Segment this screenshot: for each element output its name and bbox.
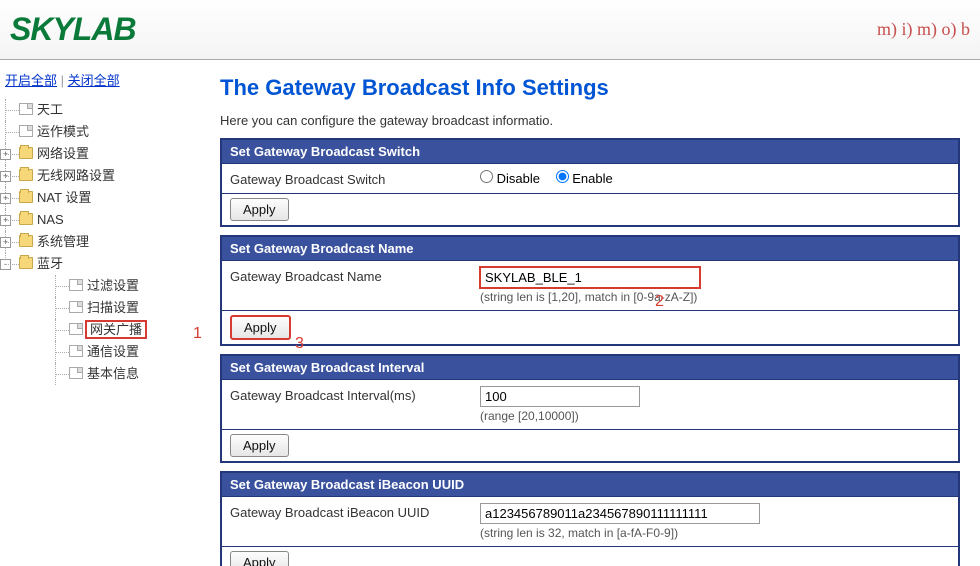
expand-icon[interactable]: + — [0, 237, 11, 248]
page-description: Here you can configure the gateway broad… — [220, 113, 960, 128]
tree-toggle-links: 开启全部 | 关闭全部 — [5, 70, 195, 89]
tree-item-label: 系统管理 — [37, 234, 89, 249]
input-broadcast-name[interactable] — [480, 267, 700, 288]
apply-name-button[interactable]: Apply — [230, 315, 291, 340]
label-broadcast-uuid: Gateway Broadcast iBeacon UUID — [230, 503, 480, 520]
section-broadcast-switch: Set Gateway Broadcast Switch Gateway Bro… — [220, 138, 960, 227]
label-broadcast-switch: Gateway Broadcast Switch — [230, 170, 480, 187]
page-icon — [69, 323, 83, 335]
section-header-interval: Set Gateway Broadcast Interval — [222, 356, 958, 379]
hint-broadcast-uuid: (string len is 32, match in [a-fA-F0-9]) — [480, 526, 950, 540]
folder-icon — [19, 235, 33, 247]
expand-icon[interactable]: + — [0, 215, 11, 226]
page-icon — [19, 103, 33, 115]
apply-switch-button[interactable]: Apply — [230, 198, 289, 221]
collapse-icon[interactable]: - — [0, 259, 11, 270]
expand-icon[interactable]: + — [0, 171, 11, 182]
expand-icon[interactable]: + — [0, 149, 11, 160]
tree-item[interactable]: +网络设置 — [5, 143, 195, 165]
main-content: The Gateway Broadcast Info Settings Here… — [200, 60, 980, 566]
section-broadcast-uuid: Set Gateway Broadcast iBeacon UUID Gatew… — [220, 471, 960, 566]
tree-item[interactable]: 运作模式 — [5, 121, 195, 143]
page-icon — [69, 279, 83, 291]
tree-item-label: 网络设置 — [37, 146, 89, 161]
tree-item-label: 通信设置 — [87, 344, 139, 359]
radio-enable-text: Enable — [572, 171, 612, 186]
section-broadcast-interval: Set Gateway Broadcast Interval Gateway B… — [220, 354, 960, 463]
tree-item[interactable]: 通信设置 — [55, 341, 195, 363]
tree-item-label: 网关广播 — [87, 322, 145, 337]
page-icon — [69, 301, 83, 313]
page-title: The Gateway Broadcast Info Settings — [220, 75, 960, 101]
tree-item[interactable]: 基本信息 — [55, 363, 195, 385]
tree-item-label: 蓝牙 — [37, 256, 63, 271]
mimo-logo: m) i) m) o) b — [877, 19, 970, 40]
tree-item[interactable]: 天工 — [5, 99, 195, 121]
tree-item-label: 无线网路设置 — [37, 168, 115, 183]
tree-item[interactable]: -蓝牙过滤设置扫描设置网关广播通信设置基本信息 — [5, 253, 195, 385]
folder-icon — [19, 257, 33, 269]
input-broadcast-interval[interactable] — [480, 386, 640, 407]
tree-item-label: 基本信息 — [87, 366, 139, 381]
tree-item-label: 扫描设置 — [87, 300, 139, 315]
tree-item-label: NAT 设置 — [37, 190, 91, 205]
radio-enable-label[interactable]: Enable — [556, 171, 613, 186]
tree-item[interactable]: 网关广播 — [55, 319, 195, 341]
section-broadcast-name: Set Gateway Broadcast Name Gateway Broad… — [220, 235, 960, 346]
page-icon — [19, 125, 33, 137]
tree-item[interactable]: +NAS — [5, 209, 195, 231]
apply-uuid-button[interactable]: Apply — [230, 551, 289, 566]
radio-disable-label[interactable]: Disable — [480, 171, 544, 186]
hint-broadcast-interval: (range [20,10000]) — [480, 409, 950, 423]
annotation-3: 3 — [295, 335, 304, 353]
folder-icon — [19, 191, 33, 203]
tree-item-label: 过滤设置 — [87, 278, 139, 293]
page-icon — [69, 367, 83, 379]
tree-item[interactable]: +NAT 设置 — [5, 187, 195, 209]
folder-icon — [19, 169, 33, 181]
link-separator: | — [61, 73, 68, 88]
page-icon — [69, 345, 83, 357]
section-header-switch: Set Gateway Broadcast Switch — [222, 140, 958, 163]
tree-item[interactable]: 过滤设置 — [55, 275, 195, 297]
annotation-2: 2 — [655, 293, 664, 311]
tree-item[interactable]: 扫描设置 — [55, 297, 195, 319]
section-header-name: Set Gateway Broadcast Name — [222, 237, 958, 260]
label-broadcast-interval: Gateway Broadcast Interval(ms) — [230, 386, 480, 403]
hint-broadcast-name: (string len is [1,20], match in [0-9a-zA… — [480, 290, 950, 304]
tree-item-label: 天工 — [37, 102, 63, 117]
folder-icon — [19, 147, 33, 159]
expand-icon[interactable]: + — [0, 193, 11, 204]
nav-tree: 天工运作模式+网络设置+无线网路设置+NAT 设置+NAS+系统管理-蓝牙过滤设… — [5, 99, 195, 385]
tree-item[interactable]: +无线网路设置 — [5, 165, 195, 187]
radio-enable[interactable] — [556, 170, 569, 183]
tree-item-label: 运作模式 — [37, 124, 89, 139]
header-bar: SKYLAB m) i) m) o) b — [0, 0, 980, 60]
close-all-link[interactable]: 关闭全部 — [68, 73, 120, 88]
open-all-link[interactable]: 开启全部 — [5, 73, 57, 88]
tree-item[interactable]: +系统管理 — [5, 231, 195, 253]
apply-interval-button[interactable]: Apply — [230, 434, 289, 457]
folder-icon — [19, 213, 33, 225]
label-broadcast-name: Gateway Broadcast Name — [230, 267, 480, 284]
input-broadcast-uuid[interactable] — [480, 503, 760, 524]
sidebar: 开启全部 | 关闭全部 天工运作模式+网络设置+无线网路设置+NAT 设置+NA… — [0, 60, 200, 566]
tree-item-label: NAS — [37, 212, 64, 227]
radio-disable-text: Disable — [497, 171, 540, 186]
logo-text: SKYLAB — [10, 11, 136, 48]
radio-disable[interactable] — [480, 170, 493, 183]
annotation-1: 1 — [193, 325, 202, 343]
section-header-uuid: Set Gateway Broadcast iBeacon UUID — [222, 473, 958, 496]
